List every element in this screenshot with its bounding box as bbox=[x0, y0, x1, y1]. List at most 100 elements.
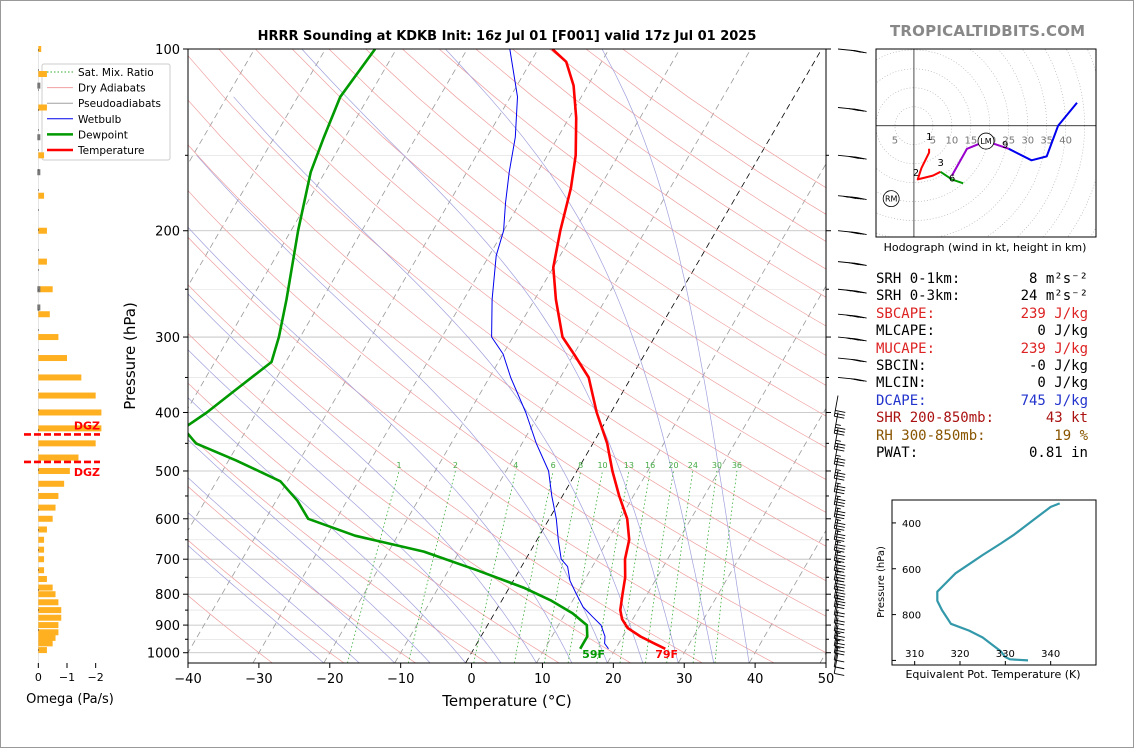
moist-adiabat-line bbox=[188, 544, 325, 663]
legend-box bbox=[41, 63, 171, 161]
moist-adiabat-line bbox=[233, 96, 644, 663]
barb-flag bbox=[834, 614, 845, 618]
wind-barb bbox=[833, 457, 846, 481]
stat-label: DCAPE: bbox=[876, 392, 927, 409]
barb-flag bbox=[834, 637, 845, 641]
barb-flag bbox=[835, 498, 846, 502]
omega-bar bbox=[38, 634, 56, 641]
skewt-xlabel: Temperature (°C) bbox=[441, 692, 571, 710]
mixing-ratio-label: 8 bbox=[578, 461, 583, 470]
barb-flag bbox=[834, 412, 845, 416]
omega-bar-grey bbox=[37, 304, 41, 311]
y-tick-label: 400 bbox=[155, 406, 180, 421]
omega-bar bbox=[38, 334, 59, 341]
omega-bar bbox=[38, 640, 53, 647]
moist-adiabat-line bbox=[301, 49, 679, 663]
wind-barb bbox=[833, 395, 846, 419]
omega-bar bbox=[38, 467, 70, 474]
theta-e-xlabel: Equivalent Pot. Temperature (K) bbox=[905, 668, 1080, 681]
barb-flag bbox=[834, 501, 845, 504]
omega-bar bbox=[38, 546, 45, 553]
skewt-plot-border bbox=[187, 48, 827, 664]
omega-bar bbox=[38, 504, 56, 511]
stat-value: -0 J/kg bbox=[1028, 357, 1088, 374]
dry-adiabat-line bbox=[188, 99, 826, 582]
barb-flag bbox=[834, 630, 845, 634]
barb-flag bbox=[834, 627, 845, 631]
barb-flag bbox=[834, 576, 845, 580]
mixing-ratio-label: 36 bbox=[732, 461, 742, 470]
hodograph-ring-label: 40 bbox=[1059, 136, 1072, 147]
y-tick-label: 500 bbox=[155, 465, 180, 480]
stat-row: SRH 0-1km: 8 m²s⁻² bbox=[876, 271, 1088, 288]
stat-value: 239 J/kg bbox=[1020, 305, 1088, 322]
wind-barb bbox=[833, 594, 845, 618]
barb-half-flag bbox=[835, 530, 841, 533]
barb-staff bbox=[833, 652, 839, 674]
omega-bar bbox=[38, 556, 45, 563]
theta-e-y-tick-label: 600 bbox=[902, 565, 921, 576]
dry-adiabat-line bbox=[188, 486, 416, 663]
hodograph-height-label: 9 bbox=[1002, 140, 1008, 151]
barb-flag bbox=[834, 645, 845, 649]
barb-flag bbox=[834, 585, 845, 589]
hodograph-border bbox=[875, 48, 1097, 238]
mixing-ratio-line bbox=[407, 470, 456, 663]
hodograph-ring-label: 15 bbox=[964, 136, 977, 147]
barb-flag bbox=[835, 554, 846, 558]
barb-flag bbox=[848, 262, 859, 266]
theta-e-border bbox=[891, 499, 1097, 666]
stat-row: MLCAPE: 0 J/kg bbox=[876, 323, 1088, 340]
barb-half-flag bbox=[835, 495, 841, 498]
omega-x-tick-label: 0 bbox=[35, 671, 42, 684]
barb-half-flag bbox=[835, 519, 841, 522]
barb-half-flag bbox=[835, 469, 841, 471]
barb-flag bbox=[834, 579, 845, 583]
legend-entry: Temperature bbox=[77, 145, 145, 157]
omega-bar bbox=[38, 576, 47, 583]
barb-flag bbox=[834, 415, 845, 419]
moist-adiabat-line bbox=[196, 155, 608, 663]
barb-half-flag bbox=[835, 646, 841, 649]
dry-adiabat-line bbox=[188, 595, 273, 663]
barb-flag bbox=[834, 463, 845, 467]
skewt-background-lines: 1 2 4 6 8 10 13 16 20 24 30 36 bbox=[188, 49, 826, 663]
barb-half-flag bbox=[835, 454, 841, 457]
barb-flag bbox=[834, 569, 845, 573]
barb-flag bbox=[834, 567, 845, 570]
barb-flag bbox=[835, 600, 846, 604]
theta-e-x-tick-label: 330 bbox=[996, 649, 1015, 660]
moist-adiabat-line bbox=[188, 226, 573, 663]
barb-flag bbox=[834, 513, 845, 517]
stat-value: 0 J/kg bbox=[1037, 375, 1088, 392]
barb-staff bbox=[833, 457, 839, 479]
stat-row: PWAT: 0.81 in bbox=[876, 445, 1088, 462]
barb-staff bbox=[833, 470, 839, 492]
barb-flag bbox=[834, 659, 845, 663]
barb-half-flag bbox=[835, 439, 841, 442]
y-tick-label: 900 bbox=[155, 619, 180, 634]
hodograph-plot: 551015202530354012369LMRM bbox=[876, 49, 1096, 237]
barb-half-flag bbox=[835, 541, 841, 543]
mixing-ratio-line bbox=[347, 470, 400, 663]
moist-adiabat-line bbox=[445, 49, 715, 663]
omega-bar bbox=[38, 622, 59, 629]
moist-adiabat-line bbox=[188, 349, 502, 663]
stat-label: SBCAPE: bbox=[876, 305, 936, 322]
barb-flag bbox=[834, 611, 845, 615]
skewt-title: HRRR Sounding at KDKB Init: 16z Jul 01 [… bbox=[258, 29, 757, 44]
x-tick-label: 30 bbox=[676, 672, 693, 687]
barb-staff bbox=[833, 412, 839, 434]
omega-bar bbox=[38, 599, 59, 606]
stats-table: SRH 0-1km: 8 m²s⁻² SRH 0-3km: 24 m²s⁻² SBCAP… bbox=[876, 271, 1088, 462]
moist-adiabat-line bbox=[601, 49, 750, 663]
omega-bar bbox=[38, 584, 53, 591]
omega-bar bbox=[38, 152, 45, 159]
barb-flag bbox=[851, 49, 862, 53]
isotherm-line bbox=[323, 49, 681, 663]
theta-e-x-tick-label: 320 bbox=[950, 649, 969, 660]
x-tick-label: 10 bbox=[534, 672, 551, 687]
barb-flag bbox=[834, 594, 845, 598]
x-tick-label: −10 bbox=[387, 672, 414, 687]
barb-staff bbox=[833, 483, 839, 505]
